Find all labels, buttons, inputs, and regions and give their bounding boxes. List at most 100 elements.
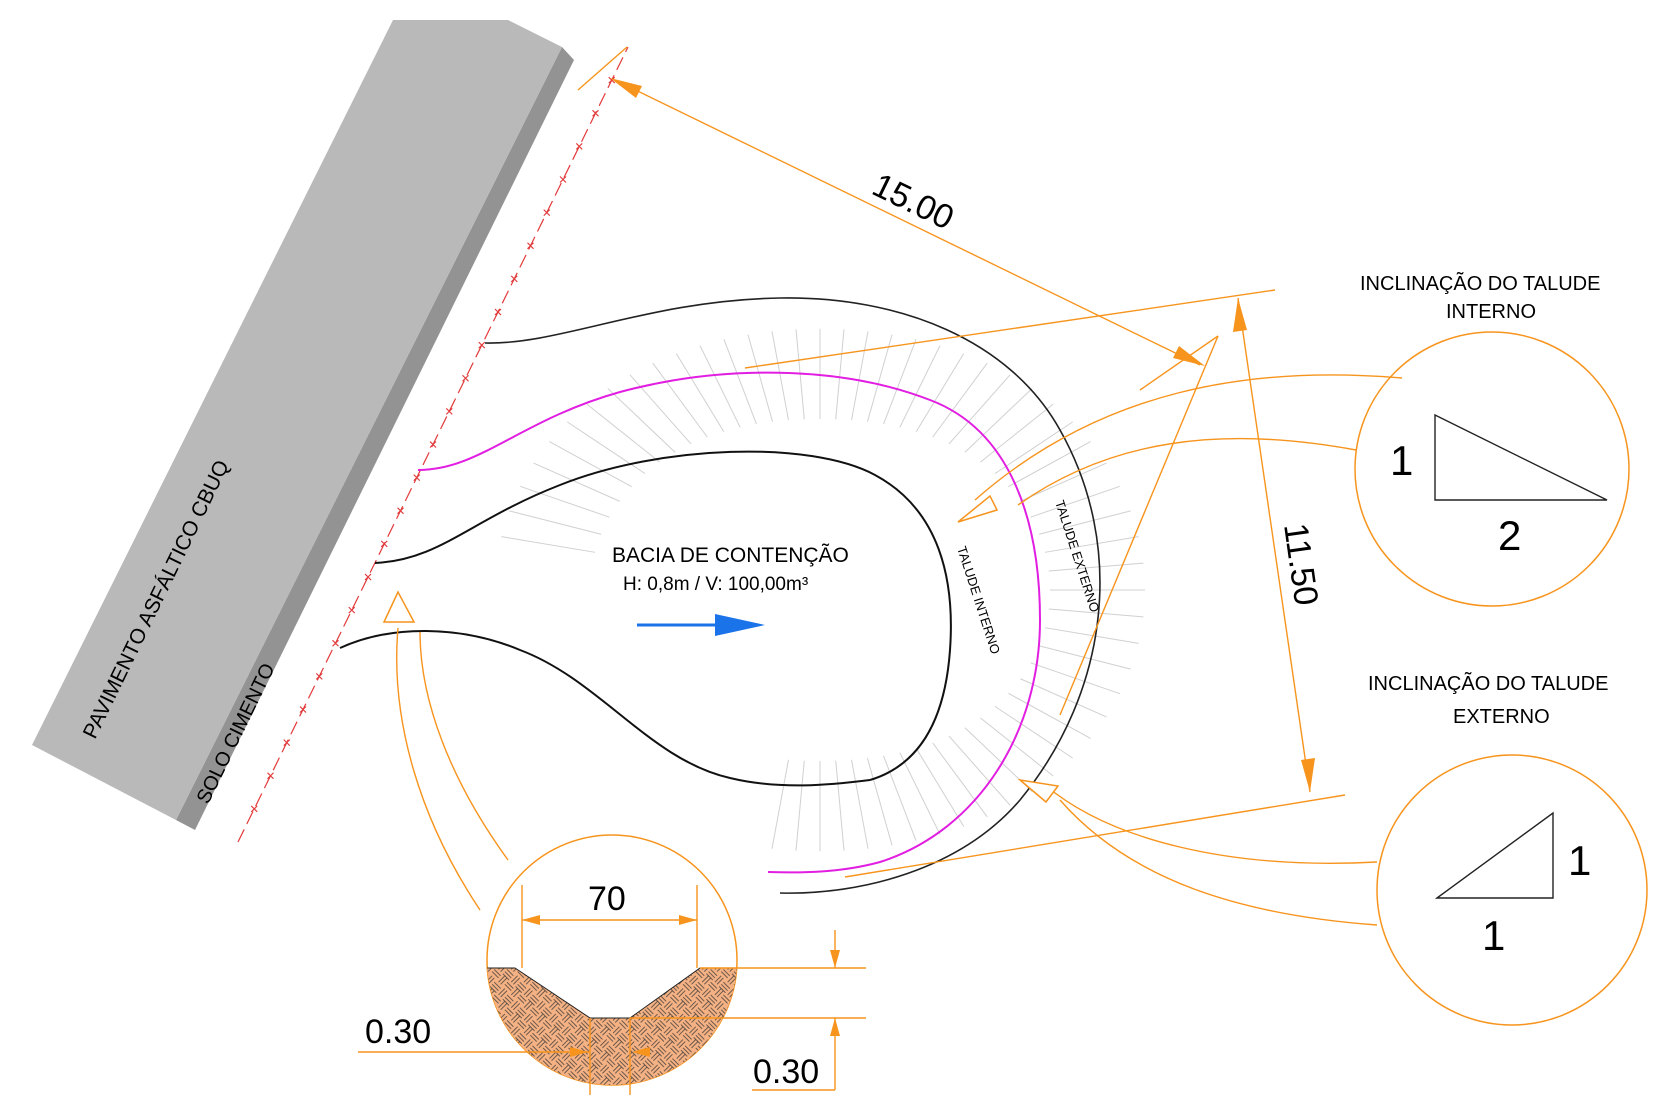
slope-tick	[509, 510, 602, 535]
slope-tick	[586, 403, 660, 463]
dimension-length	[577, 46, 1219, 391]
slope-hatch	[501, 328, 1145, 852]
slope-tick	[771, 331, 789, 421]
flow-arrow	[637, 614, 765, 636]
slope-tick	[883, 755, 917, 841]
fence-x-mark	[413, 474, 421, 482]
fence-x-mark	[250, 805, 258, 813]
external-slope-subtitle: EXTERNO	[1453, 706, 1550, 728]
slope-tick	[1020, 462, 1107, 502]
dimension-length-value: 15.00	[866, 166, 959, 237]
slope-tick	[899, 752, 941, 835]
external-slope-run: 1	[1482, 912, 1505, 959]
internal-slope-circle	[1354, 331, 1630, 607]
slope-tick	[932, 742, 988, 818]
fence-x-mark	[445, 407, 453, 415]
slope-tick	[835, 329, 845, 420]
slope-tick	[1044, 536, 1139, 553]
slope-tick	[549, 441, 632, 488]
slope-tick	[1048, 608, 1144, 618]
fence-x-mark	[575, 142, 583, 150]
internal-slope-subtitle: INTERNO	[1446, 301, 1536, 323]
slope-tick	[994, 705, 1074, 759]
slope-tick	[851, 331, 869, 421]
slope-tick	[533, 462, 620, 502]
slope-tick	[795, 760, 805, 851]
dimension-width	[744, 289, 1346, 878]
slope-tick	[675, 353, 725, 432]
channel-depth-left-value: 0.30	[365, 1013, 431, 1051]
slope-tick	[1038, 645, 1131, 670]
slope-tick	[835, 760, 845, 851]
slope-tick	[980, 717, 1054, 777]
fence-x-mark	[364, 573, 372, 581]
internal-slope-title: INCLINAÇÃO DO TALUDE	[1360, 271, 1600, 295]
fence-x-mark	[559, 176, 567, 183]
slope-tick	[607, 388, 676, 453]
slope-tick	[699, 345, 741, 428]
basin-spec: H: 0,8m / V: 100,00m³	[623, 574, 808, 595]
internal-callout-arrow	[957, 374, 1403, 523]
basin-title: BACIA DE CONTENÇÃO	[612, 543, 849, 567]
external-slope-title: INCLINAÇÃO DO TALUDE	[1368, 671, 1608, 695]
slope-tick	[1020, 678, 1107, 718]
inner-basin-top-outline	[374, 450, 952, 781]
fence-x-mark	[397, 507, 404, 515]
inner-basin-bottom-outline	[339, 630, 871, 787]
slope-tick	[851, 759, 869, 849]
slope-tick	[1008, 441, 1091, 488]
fence-x-mark	[429, 441, 437, 448]
external-slope-triangle	[1434, 811, 1554, 899]
centerline-curve	[417, 371, 1042, 874]
fence-x-mark	[592, 109, 599, 117]
internal-slope-triangle	[1434, 413, 1608, 501]
slope-tick	[519, 485, 610, 518]
slope-tick	[566, 421, 646, 475]
pavement-strip	[32, 20, 574, 830]
slope-tick	[771, 759, 789, 849]
slope-tick	[723, 339, 757, 425]
slope-tick	[501, 536, 596, 553]
slope-tick	[747, 334, 774, 422]
fence-x-mark	[462, 374, 469, 382]
external-slope-rise: 1	[1568, 837, 1591, 884]
slope-tick	[948, 735, 1011, 806]
channel-width-value: 70	[588, 880, 626, 918]
dimension-width-value: 11.50	[1276, 521, 1325, 608]
fence-x-mark	[380, 540, 388, 548]
slope-tick	[866, 758, 893, 846]
internal-slope-rise: 1	[1390, 437, 1413, 484]
channel-callout-arrows	[382, 590, 509, 911]
slope-tick	[948, 374, 1011, 445]
fence-x-mark	[283, 739, 291, 747]
outer-slope-label: TALUDE EXTERNO	[1052, 498, 1102, 614]
slope-tick	[866, 334, 893, 422]
fence-x-mark	[267, 772, 274, 780]
fence-x-mark	[299, 706, 307, 713]
slope-tick	[932, 362, 988, 438]
channel-depth-right-value: 0.30	[753, 1053, 819, 1091]
slope-tick	[915, 748, 965, 827]
slope-tick	[1044, 627, 1139, 644]
fence-x-mark	[510, 275, 518, 283]
fence-x-mark	[478, 341, 486, 349]
external-callout-arrow	[1017, 778, 1378, 926]
fence-line	[237, 46, 629, 843]
slope-tick	[899, 345, 941, 428]
slope-tick	[629, 374, 692, 445]
fence-x-mark	[543, 209, 551, 217]
fence-x-mark	[608, 76, 616, 84]
slope-tick	[964, 388, 1033, 453]
slope-tick	[883, 339, 917, 425]
fence-x-mark	[332, 639, 339, 647]
slope-tick	[1048, 562, 1144, 572]
inner-slope-label: TALUDE INTERNO	[954, 544, 1003, 656]
external-slope-circle	[1376, 754, 1648, 1026]
slope-tick	[1030, 485, 1121, 518]
slope-tick	[1038, 510, 1131, 535]
slope-tick	[980, 403, 1054, 463]
fence-x-mark	[315, 672, 323, 680]
slope-tick	[652, 362, 708, 438]
outer-slope-outline	[484, 297, 1101, 894]
